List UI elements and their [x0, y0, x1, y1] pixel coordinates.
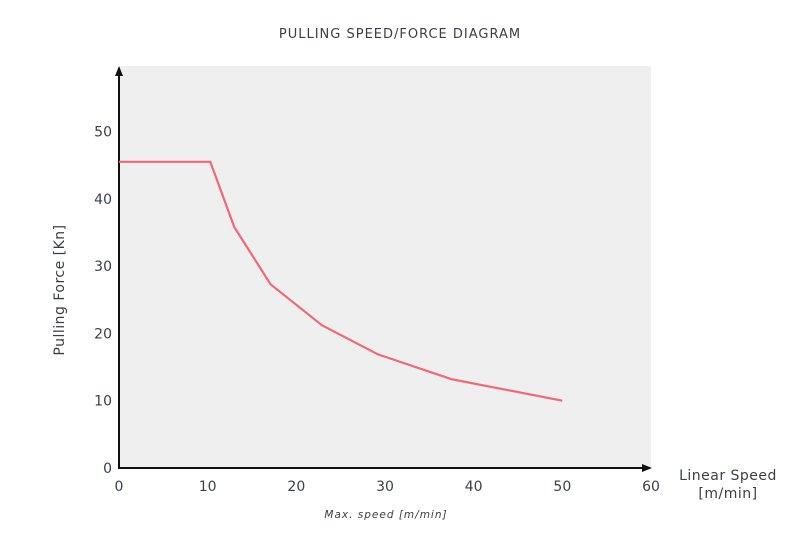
- x-tick-label: 10: [199, 479, 217, 495]
- max-speed-annotation: Max. speed [m/min]: [324, 509, 447, 521]
- x-tick-label: 0: [115, 479, 124, 495]
- x-axis-label-line2: [m/min]: [698, 486, 757, 502]
- y-tick-label: 0: [103, 461, 112, 477]
- x-tick-label: 30: [376, 479, 394, 495]
- y-tick-label: 40: [94, 192, 112, 208]
- x-axis-label-line1: Linear Speed: [679, 468, 777, 484]
- x-tick-label: 20: [287, 479, 305, 495]
- pulling-force-line: [119, 160, 563, 402]
- y-axis-ticks: 0 10 20 30 40 50: [94, 125, 112, 478]
- x-tick-label: 60: [642, 479, 660, 495]
- x-axis-ticks: 0 10 20 30 40 50 60: [115, 479, 660, 495]
- y-tick-label: 50: [94, 125, 112, 141]
- x-tick-label: 50: [553, 479, 571, 495]
- y-tick-label: 10: [94, 394, 112, 410]
- y-tick-label: 30: [94, 259, 112, 275]
- x-tick-label: 40: [465, 479, 483, 495]
- y-axis-label: Pulling Force [Kn]: [52, 224, 68, 355]
- y-tick-label: 20: [94, 326, 112, 342]
- plot-area: [119, 66, 651, 468]
- chart-title: PULLING SPEED/FORCE DIAGRAM: [278, 27, 522, 42]
